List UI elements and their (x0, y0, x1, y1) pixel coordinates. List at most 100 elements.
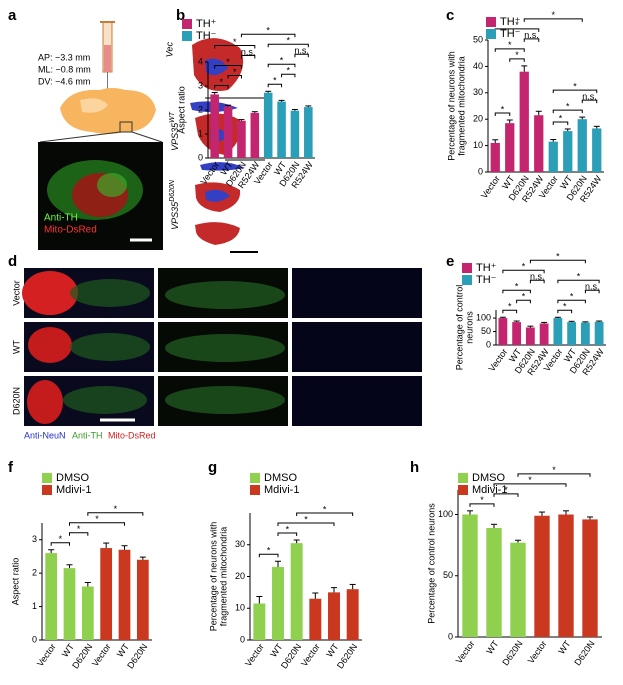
significance-label: n.s. (582, 91, 597, 101)
bar (223, 106, 233, 158)
significance-label: * (286, 524, 290, 534)
x-tick-label: WT (60, 641, 77, 659)
y-tick-label: 1 (32, 601, 37, 611)
significance-label: * (504, 485, 508, 495)
significance-bracket (584, 289, 600, 294)
y-tick-label: 2 (198, 104, 203, 114)
significance-label: * (266, 26, 270, 36)
y-tick-label: 1 (198, 128, 203, 138)
row-label: WT (11, 340, 21, 354)
significance-label: * (273, 76, 277, 86)
x-tick-label: D620N (572, 639, 596, 668)
y-tick-label: 40 (473, 61, 483, 71)
stain-label: Anti-TH (44, 213, 78, 224)
row-label: VPS35D620N (169, 179, 181, 230)
significance-bracket (516, 299, 531, 304)
significance-label: * (267, 546, 271, 556)
y-tick-label: 2 (32, 568, 37, 578)
bar (486, 527, 502, 637)
y-axis-label: Percentage of neurons with (208, 522, 218, 632)
significance-bracket (296, 512, 354, 516)
y-axis-label: fragmented mitochondria (218, 527, 228, 627)
x-tick-label: D620N (500, 639, 524, 668)
significance-bracket (214, 84, 229, 89)
significance-label: n.s. (294, 46, 309, 56)
y-axis-label: Percentage of control neurons (426, 503, 436, 624)
x-tick-label: WT (115, 641, 132, 659)
y-axis-label: fragmented mitochondria (456, 56, 466, 156)
significance-bracket (493, 493, 519, 497)
panel-label: f (8, 459, 14, 476)
significance-label: * (304, 514, 308, 524)
significance-bracket (557, 299, 586, 304)
x-tick-label: Vector (243, 642, 266, 669)
significance-label: n.s. (585, 282, 600, 292)
legend-label: DMSO (56, 472, 89, 484)
y-tick-label: 0 (486, 339, 491, 349)
significance-label: * (59, 534, 63, 544)
significance-label: * (515, 282, 519, 292)
significance-label: * (570, 292, 574, 302)
bar (558, 514, 574, 637)
significance-bracket (69, 532, 89, 536)
bar (309, 598, 322, 640)
significance-bracket (523, 38, 540, 42)
y-tick-label: 20 (235, 571, 245, 581)
bar (563, 131, 573, 172)
legend-label: Mdivi-1 (264, 484, 299, 496)
bar (136, 559, 149, 640)
significance-label: * (286, 66, 290, 76)
bar (525, 327, 535, 345)
bar (592, 128, 602, 172)
significance-bracket (494, 112, 511, 116)
legend-swatch (182, 19, 192, 29)
significance-label: * (323, 504, 327, 514)
bar (505, 123, 515, 172)
y-tick-label: 0 (240, 634, 245, 644)
significance-bracket (214, 64, 242, 69)
panel-label: c (446, 7, 454, 24)
bar (346, 589, 359, 640)
micrograph (38, 142, 163, 250)
legend-label: TH⁻ (476, 274, 497, 286)
y-axis-label: Percentage of neurons with (446, 51, 456, 161)
significance-bracket (214, 44, 256, 49)
significance-label: * (522, 262, 526, 272)
row-label: D620N (11, 387, 21, 415)
significance-bracket (50, 542, 70, 546)
y-tick-label: 0 (448, 631, 453, 641)
allele: D620N (169, 179, 176, 202)
x-tick-label: Vector (198, 160, 221, 187)
coord: DV: −4.6 mm (38, 76, 90, 86)
coord: ML: −0.8 mm (38, 64, 91, 74)
significance-bracket (267, 63, 296, 68)
y-tick-label: 20 (473, 114, 483, 124)
y-tick-label: 3 (198, 80, 203, 90)
bar (277, 101, 286, 158)
x-tick-label: Vector (526, 639, 549, 666)
x-tick-label: Vector (454, 639, 477, 666)
row-label: VPS35WT (169, 111, 181, 151)
significance-bracket (258, 553, 279, 558)
x-tick-label: WT (324, 641, 341, 659)
y-tick-label: 10 (235, 603, 245, 613)
significance-bracket (552, 109, 583, 114)
bar (263, 92, 273, 158)
significance-bracket (529, 279, 545, 284)
significance-bracket (227, 74, 242, 79)
row-label: Vec (164, 42, 174, 58)
legend-swatch (42, 473, 52, 483)
bar (63, 568, 76, 640)
x-tick-label: Vector (487, 347, 510, 374)
significance-label: * (233, 37, 237, 47)
significance-bracket (523, 18, 583, 22)
significance-bracket (502, 269, 545, 274)
legend-label: DMSO (472, 472, 505, 484)
significance-label: * (522, 292, 526, 302)
significance-label: * (556, 252, 560, 262)
y-tick-label: 0 (198, 152, 203, 162)
bar (290, 543, 303, 640)
y-tick-label: 30 (473, 87, 483, 97)
y-axis-label: Aspect ratio (10, 558, 20, 606)
stain-label: Mito-DsRed (44, 225, 97, 236)
